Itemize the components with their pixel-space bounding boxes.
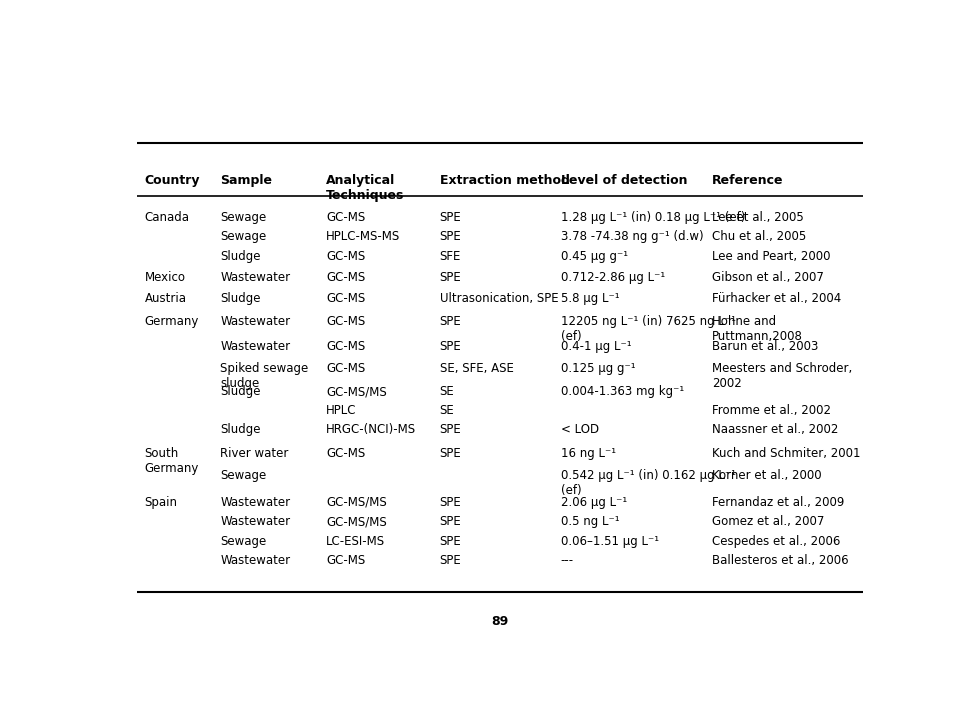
Text: SE: SE [439,404,455,417]
Text: Fromme et al., 2002: Fromme et al., 2002 [712,404,831,417]
Text: 0.4-1 μg L⁻¹: 0.4-1 μg L⁻¹ [560,340,631,353]
Text: Sewage: Sewage [221,535,266,547]
Text: SPE: SPE [439,515,462,529]
Text: Extraction method: Extraction method [439,173,570,186]
Text: Spiked sewage
sludge: Spiked sewage sludge [221,362,308,389]
Text: Kuch and Schmiter, 2001: Kuch and Schmiter, 2001 [712,447,861,460]
Text: Ballesteros et al., 2006: Ballesteros et al., 2006 [712,554,848,567]
Text: Sludge: Sludge [221,423,261,436]
Text: GC-MS: GC-MS [326,292,365,305]
Text: 12205 ng L⁻¹ (in) 7625 ng L⁻¹
(ef): 12205 ng L⁻¹ (in) 7625 ng L⁻¹ (ef) [560,315,736,343]
Text: Reference: Reference [712,173,784,186]
Text: Wastewater: Wastewater [221,515,291,529]
Text: South
Germany: South Germany [144,447,199,475]
Text: 3.78 -74.38 ng g⁻¹ (d.w): 3.78 -74.38 ng g⁻¹ (d.w) [560,231,704,244]
Text: Wastewater: Wastewater [221,554,291,567]
Text: GC-MS: GC-MS [326,250,365,263]
Text: SPE: SPE [439,447,462,460]
Text: 0.125 μg g⁻¹: 0.125 μg g⁻¹ [560,362,635,375]
Text: Hohne and
Puttmann,2008: Hohne and Puttmann,2008 [712,315,803,343]
Text: SPE: SPE [439,340,462,353]
Text: GC-MS/MS: GC-MS/MS [326,385,386,398]
Text: River water: River water [221,447,289,460]
Text: Wastewater: Wastewater [221,271,291,284]
Text: 0.5 ng L⁻¹: 0.5 ng L⁻¹ [560,515,620,529]
Text: GC-MS: GC-MS [326,554,365,567]
Text: Canada: Canada [144,211,189,224]
Text: SPE: SPE [439,211,462,224]
Text: Barun et al., 2003: Barun et al., 2003 [712,340,818,353]
Text: 0.712-2.86 μg L⁻¹: 0.712-2.86 μg L⁻¹ [560,271,665,284]
Text: GC-MS: GC-MS [326,271,365,284]
Text: Naassner et al., 2002: Naassner et al., 2002 [712,423,838,436]
Text: Mexico: Mexico [144,271,185,284]
Text: SPE: SPE [439,423,462,436]
Text: ---: --- [560,554,574,567]
Text: Germany: Germany [144,315,199,328]
Text: Chu et al., 2005: Chu et al., 2005 [712,231,806,244]
Text: SFE: SFE [439,250,461,263]
Text: Sample: Sample [221,173,272,186]
Text: Sewage: Sewage [221,469,266,482]
Text: 0.542 μg L⁻¹ (in) 0.162 μg L⁻¹
(ef): 0.542 μg L⁻¹ (in) 0.162 μg L⁻¹ (ef) [560,469,736,497]
Text: Sludge: Sludge [221,385,261,398]
Text: HPLC-MS-MS: HPLC-MS-MS [326,231,400,244]
Text: Sewage: Sewage [221,211,266,224]
Text: Sewage: Sewage [221,231,266,244]
Text: 16 ng L⁻¹: 16 ng L⁻¹ [560,447,616,460]
Text: Gomez et al., 2007: Gomez et al., 2007 [712,515,825,529]
Text: 0.45 μg g⁻¹: 0.45 μg g⁻¹ [560,250,628,263]
Text: SPE: SPE [439,315,462,328]
Text: SPE: SPE [439,496,462,509]
Text: HPLC: HPLC [326,404,357,417]
Text: GC-MS: GC-MS [326,315,365,328]
Text: GC-MS: GC-MS [326,211,365,224]
Text: 0.06–1.51 μg L⁻¹: 0.06–1.51 μg L⁻¹ [560,535,659,547]
Text: Wastewater: Wastewater [221,340,291,353]
Text: Sludge: Sludge [221,250,261,263]
Text: Austria: Austria [144,292,186,305]
Text: 89: 89 [492,615,508,628]
Text: LC-ESI-MS: LC-ESI-MS [326,535,386,547]
Text: 0.004-1.363 mg kg⁻¹: 0.004-1.363 mg kg⁻¹ [560,385,684,398]
Text: Level of detection: Level of detection [560,173,687,186]
Text: SPE: SPE [439,554,462,567]
Text: Sludge: Sludge [221,292,261,305]
Text: Wastewater: Wastewater [221,496,291,509]
Text: SPE: SPE [439,535,462,547]
Text: GC-MS/MS: GC-MS/MS [326,496,386,509]
Text: Lee and Peart, 2000: Lee and Peart, 2000 [712,250,831,263]
Text: GC-MS: GC-MS [326,340,365,353]
Text: SE, SFE, ASE: SE, SFE, ASE [439,362,513,375]
Text: SPE: SPE [439,271,462,284]
Text: Lee et al., 2005: Lee et al., 2005 [712,211,804,224]
Text: GC-MS: GC-MS [326,447,365,460]
Text: Fernandaz et al., 2009: Fernandaz et al., 2009 [712,496,844,509]
Text: 5.8 μg L⁻¹: 5.8 μg L⁻¹ [560,292,620,305]
Text: Korner et al., 2000: Korner et al., 2000 [712,469,822,482]
Text: GC-MS: GC-MS [326,362,365,375]
Text: SE: SE [439,385,455,398]
Text: Ultrasonication, SPE: Ultrasonication, SPE [439,292,558,305]
Text: Spain: Spain [144,496,178,509]
Text: Gibson et al., 2007: Gibson et al., 2007 [712,271,824,284]
Text: Cespedes et al., 2006: Cespedes et al., 2006 [712,535,840,547]
Text: 2.06 μg L⁻¹: 2.06 μg L⁻¹ [560,496,627,509]
Text: 1.28 μg L⁻¹ (in) 0.18 μg L⁻¹ (ef): 1.28 μg L⁻¹ (in) 0.18 μg L⁻¹ (ef) [560,211,745,224]
Text: Fürhacker et al., 2004: Fürhacker et al., 2004 [712,292,841,305]
Text: SPE: SPE [439,231,462,244]
Text: Analytical
Techniques: Analytical Techniques [326,173,405,202]
Text: Meesters and Schroder,
2002: Meesters and Schroder, 2002 [712,362,852,389]
Text: HRGC-(NCI)-MS: HRGC-(NCI)-MS [326,423,417,436]
Text: GC-MS/MS: GC-MS/MS [326,515,386,529]
Text: Wastewater: Wastewater [221,315,291,328]
Text: < LOD: < LOD [560,423,599,436]
Text: Country: Country [144,173,200,186]
